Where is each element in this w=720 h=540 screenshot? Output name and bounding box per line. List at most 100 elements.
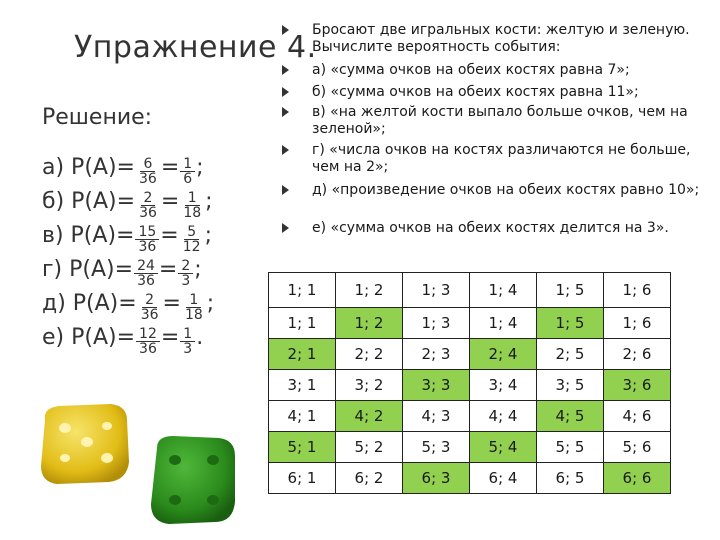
outcome-cell: 3; 5 <box>536 369 604 401</box>
yellow-die-image <box>41 404 129 484</box>
outcome-cell: 2; 1 <box>268 338 336 370</box>
answer-end: ; <box>196 154 204 180</box>
outcome-cell: 6; 1 <box>268 462 336 494</box>
outcome-cell: 6; 6 <box>603 462 671 494</box>
bullet-arrow-icon <box>282 145 289 155</box>
numerator: 1 <box>186 293 202 308</box>
fraction: 1 18 <box>182 293 206 322</box>
outcome-cell: 2; 3 <box>402 338 470 370</box>
outcome-cell: 2; 2 <box>335 338 403 370</box>
fraction: 1 18 <box>180 191 204 220</box>
outcome-cell: 4; 1 <box>268 400 336 432</box>
answer-prefix: б) P(A)= <box>42 188 136 214</box>
outcome-cell: 4; 5 <box>536 400 604 432</box>
task-bullet-text: д) «произведение очков на обеих костях р… <box>312 182 700 198</box>
denominator: 36 <box>139 204 157 221</box>
fraction: 24 36 <box>134 259 158 288</box>
slide-title: Упражнение 4. <box>74 30 317 65</box>
bullet-arrow-icon <box>282 25 289 35</box>
task-bullet-text: г) «числа очков на костях различаются не… <box>312 142 691 175</box>
answer-end: . <box>196 324 204 350</box>
answer-prefix: г) P(A)= <box>42 256 134 282</box>
table-row: 2; 1 2; 2 2; 3 2; 4 2; 5 2; 6 <box>268 338 671 370</box>
outcome-cell: 6; 4 <box>469 462 537 494</box>
outcomes-table: 1; 1 1; 2 1; 3 1; 4 1; 5 1; 6 1; 1 1; 2 1; 3 1; 4… <box>268 272 671 494</box>
numerator: 6 <box>140 157 156 172</box>
numerator: 2 <box>140 191 156 206</box>
outcome-cell: 5; 2 <box>335 431 403 463</box>
outcome-cell: 1; 2 <box>335 307 403 339</box>
denominator: 6 <box>183 170 193 187</box>
task-bullet-text: а) «сумма очков на обеих костях равна 7»… <box>312 62 630 78</box>
answer-row: г) P(A)= 24 36 = 2 3; <box>42 252 202 289</box>
equals-sign: = <box>160 324 180 350</box>
denominator: 36 <box>139 340 157 357</box>
answer-row: б) P(A)= 2 36 = 1 18; <box>42 184 213 221</box>
answer-prefix: е) P(A)= <box>42 324 136 350</box>
answer-row: в) P(A)= 15 36 = 5 12; <box>42 218 212 254</box>
task-bullet-text: б) «сумма очков на обеих костях равна 11… <box>312 84 639 100</box>
table-row: 1; 1 1; 2 1; 3 1; 4 1; 5 1; 6 <box>268 307 671 339</box>
table-row: 5; 1 5; 2 5; 3 5; 4 5; 5 5; 6 <box>268 431 671 463</box>
bullet-arrow-icon <box>282 87 289 97</box>
outcome-cell: 2; 6 <box>603 338 671 370</box>
outcome-cell: 5; 4 <box>469 431 537 463</box>
solution-label: Решение: <box>42 105 153 130</box>
bullet-arrow-icon <box>282 223 289 233</box>
denominator: 18 <box>184 306 203 323</box>
outcome-cell: 6; 5 <box>536 462 604 494</box>
equals-sign: = <box>160 188 180 214</box>
equals-sign: = <box>160 222 179 248</box>
fraction: 5 12 <box>180 225 204 254</box>
outcome-cell: 1; 6 <box>603 307 671 339</box>
answer-end: ; <box>205 188 213 214</box>
outcome-cell: 3; 3 <box>402 369 470 401</box>
denominator: 3 <box>183 340 193 357</box>
outcome-cell: 3; 2 <box>335 369 403 401</box>
table-row: 4; 1 4; 2 4; 3 4; 4 4; 5 4; 6 <box>268 400 671 432</box>
answer-row: д) P(A)= 2 36 = 1 18; <box>42 286 214 322</box>
numerator: 2 <box>142 293 158 308</box>
green-die-image <box>151 436 235 524</box>
task-bullet-text: в) «на желтой кости выпало больше очков,… <box>312 104 688 137</box>
table-header-row: 1; 1 1; 2 1; 3 1; 4 1; 5 1; 6 <box>268 272 671 308</box>
outcome-cell: 5; 3 <box>402 431 470 463</box>
header-cell: 1; 1 <box>268 272 336 308</box>
outcome-cell: 4; 3 <box>402 400 470 432</box>
equals-sign: = <box>162 290 181 316</box>
outcome-cell: 5; 1 <box>268 431 336 463</box>
header-cell: 1; 2 <box>335 272 403 308</box>
outcome-cell: 2; 4 <box>469 338 537 370</box>
outcome-cell: 4; 6 <box>603 400 671 432</box>
outcome-cell: 1; 4 <box>469 307 537 339</box>
answer-end: ; <box>204 222 212 248</box>
outcome-cell: 1; 1 <box>268 307 336 339</box>
numerator: 1 <box>180 157 196 172</box>
numerator: 2 <box>178 259 194 274</box>
outcome-cell: 1; 5 <box>536 307 604 339</box>
outcome-cell: 5; 5 <box>536 431 604 463</box>
bullet-arrow-icon <box>282 185 289 195</box>
denominator: 18 <box>183 204 202 221</box>
task-bullet-text: Бросают две игральных кости: желтую и зе… <box>312 22 690 55</box>
answer-prefix: в) P(A)= <box>42 222 135 248</box>
denominator: 36 <box>140 306 159 323</box>
outcome-cell: 4; 2 <box>335 400 403 432</box>
equals-sign: = <box>160 154 180 180</box>
numerator: 1 <box>184 191 200 206</box>
denominator: 3 <box>181 272 191 289</box>
equals-sign: = <box>158 256 178 282</box>
outcome-cell: 1; 3 <box>402 307 470 339</box>
fraction: 15 36 <box>135 225 160 254</box>
numerator: 15 <box>135 225 160 240</box>
answer-row: е) P(A)= 12 36 = 1 3. <box>42 320 204 357</box>
answer-prefix: а) P(A)= <box>42 154 135 180</box>
fraction: 2 36 <box>138 293 162 322</box>
outcome-cell: 3; 1 <box>268 369 336 401</box>
numerator: 5 <box>184 225 200 240</box>
header-cell: 1; 5 <box>536 272 604 308</box>
outcome-cell: 2; 5 <box>536 338 604 370</box>
